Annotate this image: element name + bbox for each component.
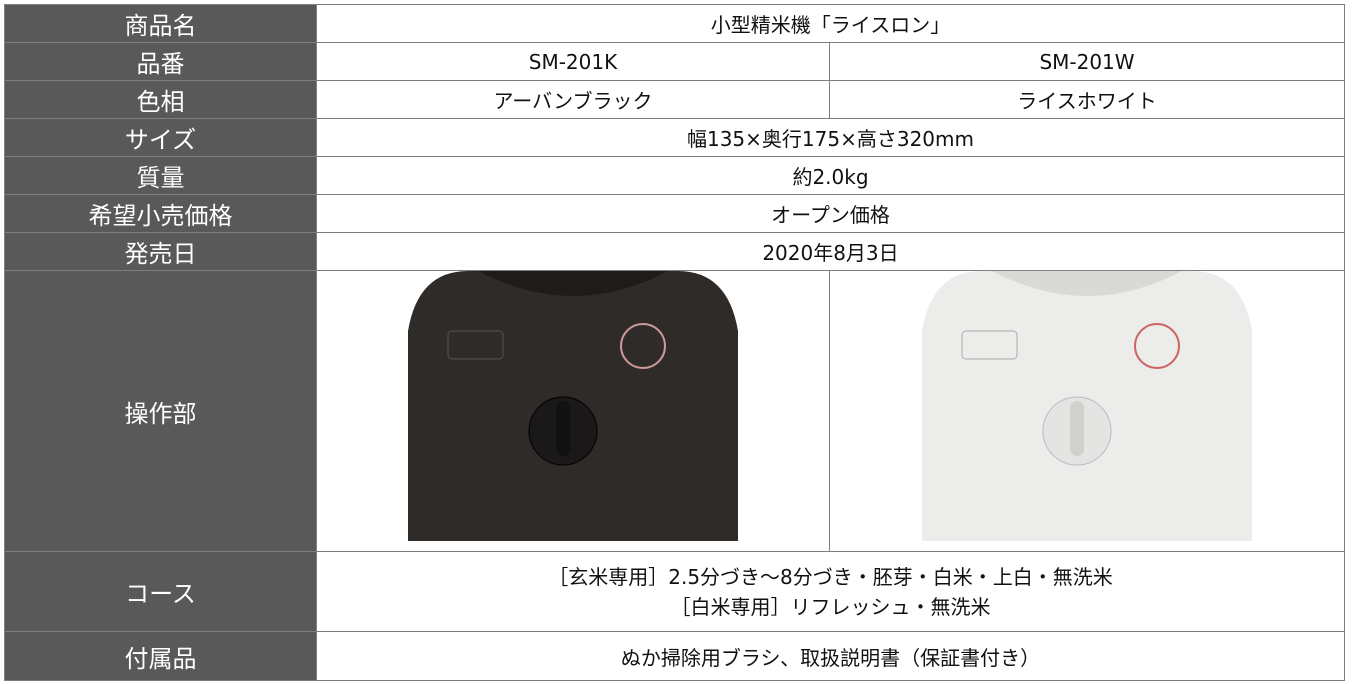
control-panel-image [922,271,1252,541]
table-row: 色相 アーバンブラック ライスホワイト [4,80,1345,119]
table-row: 希望小売価格 オープン価格 [4,194,1345,233]
row-label: 商品名 [4,4,317,43]
row-label: 操作部 [4,270,317,552]
value-cell: アーバンブラック [316,80,830,119]
table-row: 質量 約2.0kg [4,156,1345,195]
value-cell: 幅135×奥行175×高さ320mm [316,118,1345,157]
row-label: 質量 [4,156,317,195]
value-cell: ライスホワイト [829,80,1345,119]
row-label: コース [4,551,317,632]
row-label: 色相 [4,80,317,119]
value-cell: 小型精米機「ライスロン」 [316,4,1345,43]
row-label: 発売日 [4,232,317,271]
spec-table: 商品名 小型精米機「ライスロン」 品番 SM-201K SM-201W 色相 アーバンブラッ… [4,4,1345,681]
value-cell: 約2.0kg [316,156,1345,195]
value-line: ［白米専用］リフレッシュ・無洗米 [670,594,991,619]
table-row: 商品名 小型精米機「ライスロン」 [4,4,1345,43]
image-cell [829,270,1345,552]
image-cell [316,270,830,552]
value-line: ［玄米専用］2.5分づき～8分づき・胚芽・白米・上白・無洗米 [548,564,1113,589]
table-row: コース ［玄米専用］2.5分づき～8分づき・胚芽・白米・上白・無洗米 ［白米専用］リ… [4,551,1345,632]
table-row: サイズ 幅135×奥行175×高さ320mm [4,118,1345,157]
value-cell: SM-201K [316,42,830,81]
table-row: 品番 SM-201K SM-201W [4,42,1345,81]
row-label: 希望小売価格 [4,194,317,233]
value-cell: ぬか掃除用ブラシ、取扱説明書（保証書付き） [316,631,1345,681]
row-label: サイズ [4,118,317,157]
value-cell: SM-201W [829,42,1345,81]
control-panel-image [408,271,738,541]
table-row: 操作部 [4,270,1345,552]
value-cell: ［玄米専用］2.5分づき～8分づき・胚芽・白米・上白・無洗米 ［白米専用］リフレッ… [316,551,1345,632]
value-cell: 2020年8月3日 [316,232,1345,271]
table-row: 発売日 2020年8月3日 [4,232,1345,271]
row-label: 付属品 [4,631,317,681]
value-cell: オープン価格 [316,194,1345,233]
row-label: 品番 [4,42,317,81]
table-row: 付属品 ぬか掃除用ブラシ、取扱説明書（保証書付き） [4,631,1345,681]
